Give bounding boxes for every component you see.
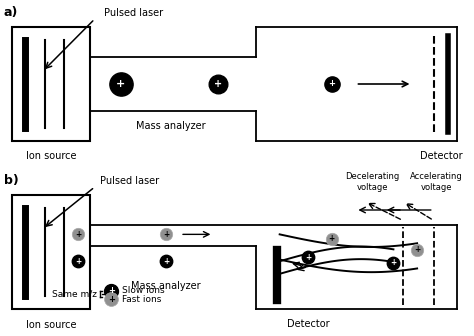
Text: +: + (108, 295, 115, 303)
Text: +: + (163, 230, 169, 239)
Point (214, 81, 222, 87)
Text: +: + (328, 80, 335, 88)
Text: a): a) (4, 6, 18, 19)
Point (117, 81, 125, 87)
Point (74, 232, 82, 237)
Bar (12, 27, 90, 141)
Text: Same m/z: Same m/z (52, 290, 97, 298)
Text: Ion source: Ion source (26, 151, 76, 161)
Text: Mass analyzer: Mass analyzer (136, 121, 205, 131)
Point (328, 81, 336, 87)
Text: Ion source: Ion source (26, 321, 76, 331)
Text: Pulsed laser: Pulsed laser (100, 175, 159, 185)
Text: +: + (414, 245, 420, 254)
Text: Detector: Detector (419, 151, 462, 161)
Point (304, 254, 312, 260)
Point (108, 296, 115, 302)
Text: +: + (214, 79, 222, 89)
Text: +: + (390, 258, 397, 267)
Text: +: + (116, 79, 126, 89)
Text: b): b) (4, 174, 18, 187)
Point (162, 259, 170, 264)
Text: +: + (328, 234, 335, 243)
Text: +: + (163, 257, 169, 266)
Text: +: + (75, 230, 82, 239)
Text: Decelerating
voltage: Decelerating voltage (345, 172, 399, 192)
Text: Accelerating
voltage: Accelerating voltage (410, 172, 463, 192)
Text: Fast ions: Fast ions (122, 295, 161, 303)
Point (108, 288, 115, 293)
Point (413, 247, 421, 253)
Bar (12, 195, 90, 309)
Point (328, 236, 336, 241)
Point (162, 232, 170, 237)
Text: +: + (305, 253, 311, 261)
Text: Pulsed laser: Pulsed laser (104, 8, 164, 17)
Text: +: + (108, 286, 115, 295)
Point (74, 259, 82, 264)
Text: Slow ions: Slow ions (122, 286, 164, 295)
Text: +: + (75, 257, 82, 266)
Text: Mass analyzer: Mass analyzer (131, 281, 201, 291)
Point (390, 260, 397, 265)
Text: Detector: Detector (287, 319, 329, 329)
